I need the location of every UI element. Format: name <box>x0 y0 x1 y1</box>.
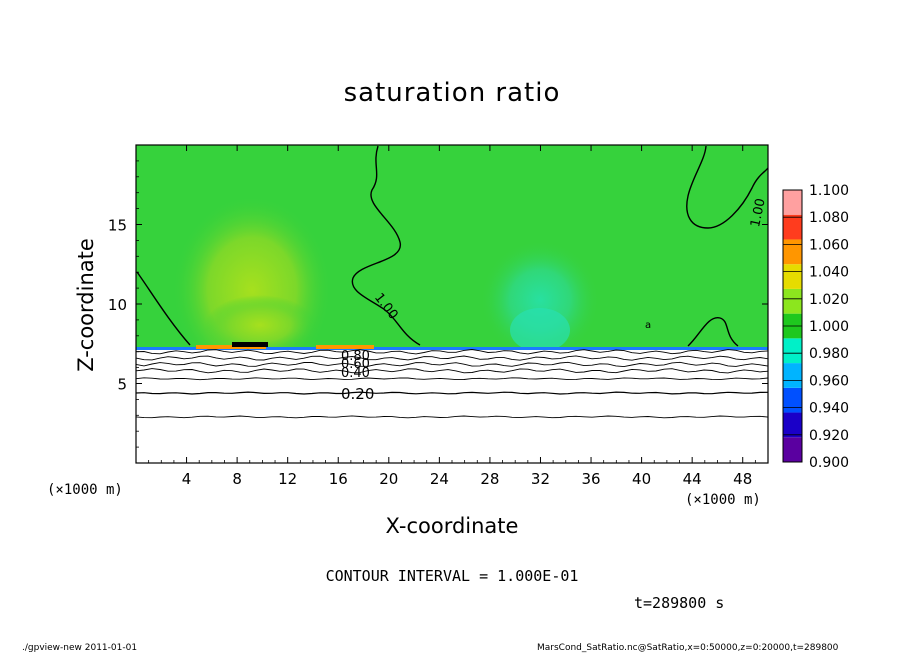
colorbar-label: 0.920 <box>809 428 849 444</box>
colorbar-label: 0.940 <box>809 401 849 417</box>
x-tick-label: 8 <box>232 470 242 488</box>
colorbar-cell <box>783 239 802 265</box>
contour-label-0.40: 0.40 <box>341 366 370 381</box>
interface-warm-1 <box>196 345 266 349</box>
colorbar: 0.900 0.920 0.940 0.960 0.980 1.000 1.020 1.040… <box>782 183 849 471</box>
y-axis-ticks: 5 10 15 <box>108 160 768 448</box>
subsaturated-contour-line <box>135 361 769 368</box>
y-tick-label: 15 <box>108 217 127 235</box>
x-tick-label: 12 <box>278 470 297 488</box>
field-subsaturated <box>136 350 768 463</box>
x-tick-label: 44 <box>683 470 702 488</box>
subsaturated-contour-line <box>135 349 769 355</box>
colorbar-label: 1.040 <box>809 265 849 281</box>
field-warm-core <box>205 295 315 355</box>
colorbar-cell <box>783 387 802 413</box>
x-axis-unit: (×1000 m) <box>685 492 761 508</box>
subsaturated-contour-line <box>135 391 769 395</box>
colorbar-cell <box>783 288 802 314</box>
x-tick-label: 32 <box>531 470 550 488</box>
y-tick-label: 5 <box>117 376 127 394</box>
colorbar-label: 1.000 <box>809 319 849 335</box>
x-tick-label: 16 <box>329 470 348 488</box>
x-axis-ticks: 4 8 12 16 20 24 28 32 36 40 44 48 <box>148 145 756 488</box>
colorbar-cell <box>783 338 802 364</box>
colorbar-cell <box>783 437 802 462</box>
x-tick-label: 20 <box>379 470 398 488</box>
contour-label-0.20: 0.20 <box>341 385 374 403</box>
footer-left: ./gpview-new 2011-01-01 <box>22 643 138 653</box>
footer-right: MarsCond_SatRatio.nc@SatRatio,x=0:50000,… <box>537 643 839 653</box>
x-tick-label: 24 <box>430 470 449 488</box>
contour-1.00-left <box>136 271 191 346</box>
interface-warm-2 <box>316 345 374 349</box>
field-cool-core <box>510 308 570 352</box>
colorbar-cell <box>783 363 802 388</box>
colorbar-label: 1.060 <box>809 237 849 253</box>
colorbar-label: 1.020 <box>809 292 849 308</box>
colorbar-label: 1.080 <box>809 210 849 226</box>
colorbar-label: 0.960 <box>809 373 849 389</box>
time-stamp: t=289800 s <box>634 594 725 612</box>
contour-1.00-mid <box>351 145 421 346</box>
x-tick-label: 4 <box>182 470 192 488</box>
x-tick-label: 48 <box>733 470 752 488</box>
y-tick-label: 10 <box>108 296 127 314</box>
contour-1.00-right <box>686 145 769 229</box>
x-tick-label: 28 <box>480 470 499 488</box>
subsaturated-contour-line <box>135 368 769 374</box>
subsaturated-contours <box>135 349 769 419</box>
colorbar-label: 0.900 <box>809 455 849 471</box>
contour-label-0.60: 0.60 <box>341 357 370 372</box>
x-axis-label: X-coordinate <box>385 514 519 538</box>
subsaturated-contour-line <box>135 355 769 361</box>
colorbar-cell <box>783 264 802 289</box>
contour-label-a: a <box>645 320 651 331</box>
subsaturated-contour-line <box>135 377 769 381</box>
interface-dark <box>232 342 268 347</box>
colorbar-cell <box>783 190 802 215</box>
chart-title: saturation ratio <box>343 78 561 108</box>
colorbar-cell <box>783 412 802 438</box>
contour-1.00-small <box>687 317 739 347</box>
x-tick-label: 36 <box>581 470 600 488</box>
contour-label-right: 1.00 <box>748 197 769 228</box>
colorbar-label: 1.100 <box>809 183 849 199</box>
colorbar-label: 0.980 <box>809 346 849 362</box>
colorbar-cell <box>783 214 802 240</box>
x-tick-label: 40 <box>632 470 651 488</box>
y-axis-unit: (×1000 m) <box>47 482 123 498</box>
contour-label-0.80: 0.80 <box>341 349 370 364</box>
subsaturated-contour-line <box>135 415 769 419</box>
interface-band <box>136 347 768 350</box>
contour-interval-note: CONTOUR INTERVAL = 1.000E-01 <box>325 567 579 585</box>
